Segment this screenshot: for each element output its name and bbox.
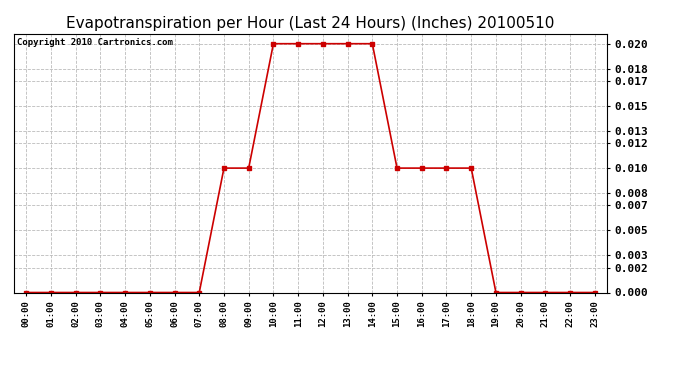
Title: Evapotranspiration per Hour (Last 24 Hours) (Inches) 20100510: Evapotranspiration per Hour (Last 24 Hou… bbox=[66, 16, 555, 31]
Text: Copyright 2010 Cartronics.com: Copyright 2010 Cartronics.com bbox=[17, 38, 172, 46]
